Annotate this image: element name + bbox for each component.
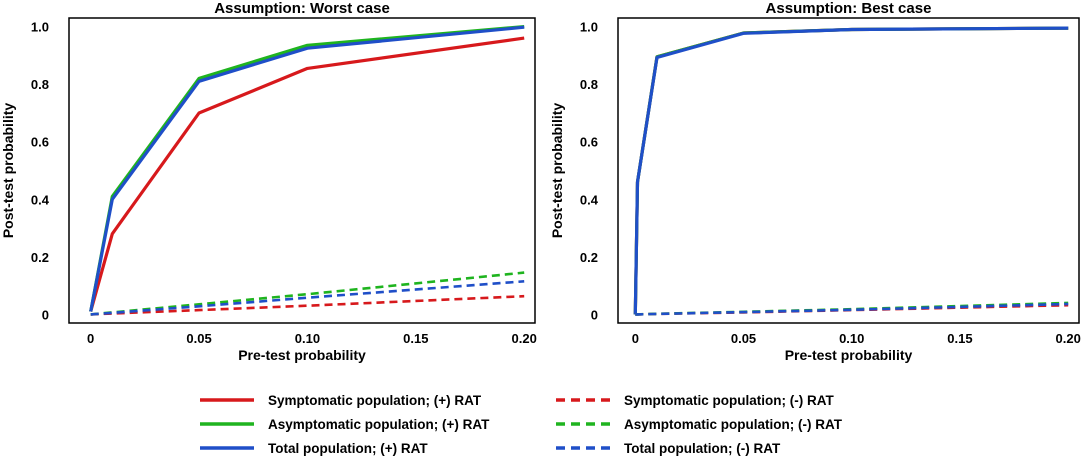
y-axis-label: Post-test probability [0,103,16,239]
x-axis-label: Pre-test probability [785,347,913,363]
series-line-tot_pos [89,25,525,312]
y-tick-label: 0.8 [31,77,49,92]
x-tick-label: 0.15 [403,331,428,346]
y-tick-label: 0.4 [580,192,599,207]
legend-label-sym_neg: Symptomatic population; (-) RAT [624,393,834,408]
x-tick-label: 0.15 [947,331,972,346]
series-line-asym_neg [90,271,525,316]
chart-title: Assumption: Worst case [214,0,390,17]
y-tick-label: 0.2 [31,250,49,265]
legend-label-sym_pos: Symptomatic population; (+) RAT [268,393,482,408]
series-line-sym_pos [633,26,1069,315]
legend-label-asym_pos: Asymptomatic population; (+) RAT [268,417,490,432]
y-tick-label: 0 [591,307,598,322]
y-axis-label: Post-test probability [549,103,565,239]
series-line-tot_pos [633,26,1069,315]
legend-label-tot_neg: Total population; (-) RAT [624,441,781,456]
y-tick-label: 0.2 [580,250,598,265]
y-tick-label: 0.8 [580,77,598,92]
y-tick-label: 1.0 [31,20,49,35]
series-line-tot_neg [90,280,525,316]
y-tick-label: 0.6 [580,135,598,150]
x-tick-label: 0.10 [295,331,320,346]
chart-panel-1: Assumption: Best case 0 0.05 0.10 0.15 0.20 0 0… [549,0,1081,363]
x-tick-label: 0.05 [731,331,756,346]
chart-title: Assumption: Best case [766,0,932,17]
x-axis-label: Pre-test probability [238,347,366,363]
series-line-tot_neg [635,302,1069,316]
series-line-sym_pos [89,36,525,312]
y-tick-label: 0.6 [31,135,49,150]
legend-label-tot_pos: Total population; (+) RAT [268,441,428,456]
series-line-sym_neg [90,294,525,316]
x-tick-label: 0.20 [512,331,537,346]
series-line-asym_pos [633,26,1069,315]
plot-frame [68,17,536,324]
plot-frame [617,17,1080,324]
x-tick-label: 0 [87,331,94,346]
x-tick-label: 0 [632,331,639,346]
y-tick-label: 1.0 [580,20,598,35]
y-tick-label: 0 [42,307,49,322]
x-tick-label: 0.10 [839,331,864,346]
x-tick-label: 0.20 [1056,331,1081,346]
y-tick-label: 0.4 [31,192,50,207]
x-tick-label: 0.05 [186,331,211,346]
legend-label-asym_neg: Asymptomatic population; (-) RAT [624,417,843,432]
legend: Symptomatic population; (+) RAT Asymptoma… [200,393,843,456]
